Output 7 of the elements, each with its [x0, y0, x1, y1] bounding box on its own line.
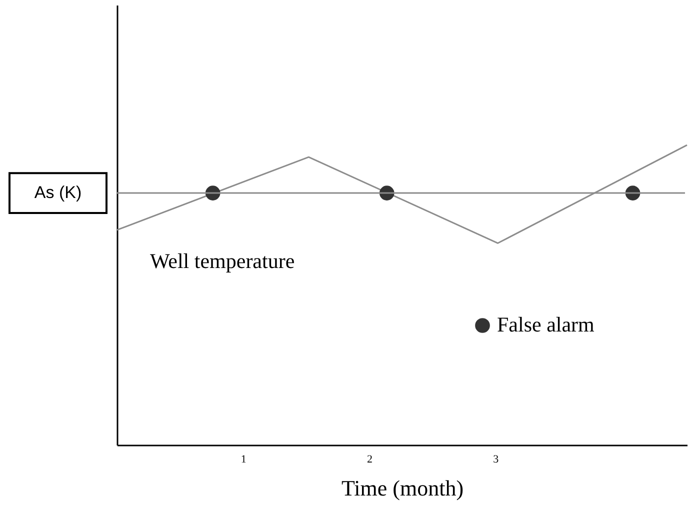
- series-label: Well temperature: [150, 248, 295, 273]
- x-tick-label: 1: [240, 454, 246, 466]
- ref-line-label: As (K): [34, 183, 82, 202]
- x-axis-title: Time (month): [341, 476, 464, 500]
- legend-label: False alarm: [497, 312, 594, 336]
- x-tick-label: 2: [366, 454, 372, 466]
- x-tick-label: 3: [493, 454, 500, 466]
